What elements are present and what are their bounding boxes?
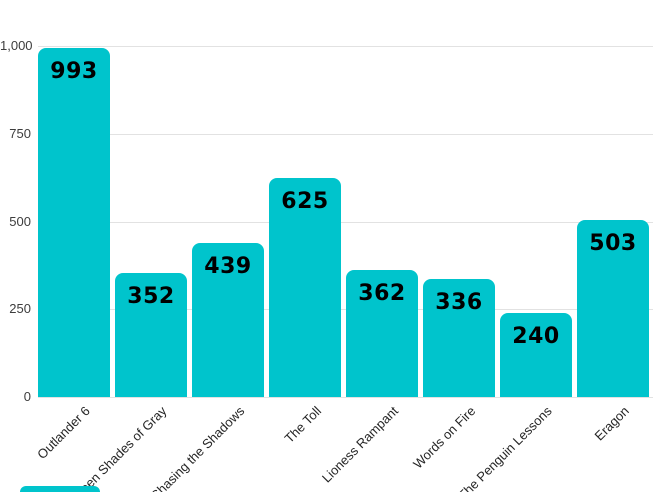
category-label: Lioness Rampant bbox=[318, 403, 401, 486]
value-label: 352 bbox=[127, 284, 175, 310]
gridline bbox=[38, 46, 653, 47]
cropped-teal-fragment bbox=[20, 486, 100, 492]
category-label: Outlander 6 bbox=[34, 403, 93, 462]
bar: 625 bbox=[269, 177, 341, 397]
value-label: 503 bbox=[589, 231, 637, 257]
y-tick-label: 250 bbox=[9, 301, 31, 316]
gridline bbox=[38, 222, 653, 223]
bar: 352 bbox=[115, 273, 187, 397]
value-label: 362 bbox=[358, 280, 406, 306]
bar: 362 bbox=[346, 269, 418, 397]
value-label: 625 bbox=[281, 188, 329, 214]
bar: 439 bbox=[192, 242, 264, 397]
value-label: 240 bbox=[512, 323, 560, 349]
bar: 336 bbox=[423, 279, 495, 397]
gridline bbox=[38, 134, 653, 135]
bar: 240 bbox=[500, 312, 572, 397]
value-label: 336 bbox=[435, 290, 483, 316]
category-label: The Toll bbox=[281, 403, 324, 446]
category-label: Words on Fire bbox=[409, 403, 478, 472]
y-tick-label: 500 bbox=[9, 214, 31, 229]
category-label: Eragon bbox=[591, 403, 632, 444]
y-tick-label: 1,000 bbox=[0, 38, 33, 53]
gridline bbox=[38, 397, 653, 398]
gridline bbox=[38, 309, 653, 310]
bar: 993 bbox=[38, 48, 110, 397]
bar: 503 bbox=[577, 220, 649, 397]
value-label: 993 bbox=[50, 59, 98, 85]
y-tick-label: 0 bbox=[23, 389, 31, 404]
y-tick-label: 750 bbox=[9, 126, 31, 141]
value-label: 439 bbox=[204, 253, 252, 279]
